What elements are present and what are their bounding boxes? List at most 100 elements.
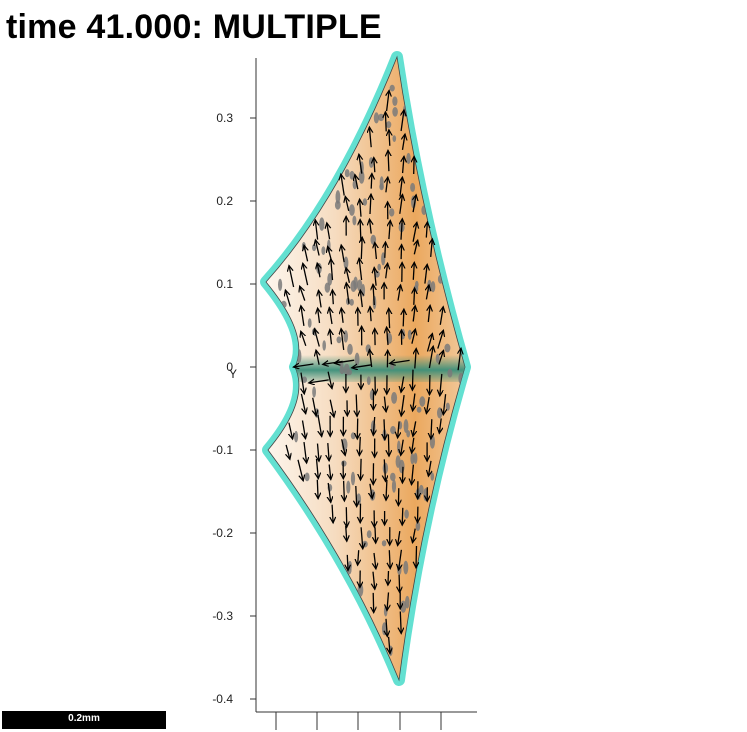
arrow-glyph — [426, 222, 427, 238]
cell-dot — [343, 256, 349, 270]
velocity-arrows — [285, 90, 461, 653]
arrow-glyph — [289, 266, 295, 288]
arrow-glyph — [332, 290, 333, 305]
arrow-glyph — [384, 419, 385, 440]
cell-dot — [312, 244, 317, 252]
arrow-glyph — [400, 611, 401, 634]
arrow-glyph — [440, 307, 443, 325]
arrow-glyph — [361, 527, 363, 549]
arrow-glyph — [318, 414, 322, 437]
arrow-glyph — [352, 365, 372, 368]
cell-dot — [398, 459, 405, 474]
cell-dot — [354, 352, 360, 366]
cell-dot — [349, 170, 355, 180]
arrow-glyph — [358, 550, 359, 565]
cell-dot — [406, 430, 411, 438]
cell-dot — [347, 343, 353, 355]
arrow-glyph — [301, 306, 304, 326]
arrow-glyph — [413, 393, 415, 411]
cell-dot — [392, 107, 398, 117]
cell-dot — [278, 278, 283, 291]
cell-dot — [416, 406, 422, 413]
arrow-glyph — [327, 223, 330, 240]
cell-dot — [392, 96, 398, 106]
cell-dot — [445, 402, 450, 411]
page-title: time 41.000: MULTIPLE — [6, 8, 382, 46]
arrow-glyph — [370, 483, 372, 499]
arrow-glyph — [439, 418, 441, 433]
arrow-glyph — [389, 130, 390, 146]
arrow-glyph — [384, 396, 386, 412]
arrow-glyph — [443, 394, 445, 415]
y-tick-label: -0.2 — [212, 526, 233, 540]
arrow-glyph — [297, 459, 303, 481]
cell-dot — [368, 157, 374, 168]
arrow-glyph — [426, 285, 429, 300]
arrow-glyph — [402, 507, 403, 525]
arrow-glyph — [300, 286, 306, 301]
arrow-glyph — [374, 552, 376, 569]
cell-dot — [400, 600, 407, 613]
arrow-glyph — [356, 394, 357, 417]
arrow-glyph — [386, 618, 387, 637]
arrow-glyph — [317, 458, 319, 479]
arrow-glyph — [385, 112, 386, 132]
arrow-glyph — [330, 399, 334, 417]
arrow-glyph — [415, 349, 416, 369]
cell-dot — [447, 368, 453, 378]
cell-dot — [391, 479, 397, 493]
arrow-glyph — [331, 259, 333, 281]
cell-dot — [403, 560, 409, 575]
arrow-glyph — [438, 350, 444, 365]
arrow-glyph — [286, 444, 290, 459]
cell-dot — [327, 273, 333, 286]
arrow-glyph — [387, 327, 388, 346]
arrow-glyph — [355, 175, 358, 190]
cell-dot — [430, 472, 435, 481]
cell-dot — [321, 246, 326, 256]
arrow-glyph — [346, 507, 347, 527]
arrow-glyph — [360, 290, 362, 308]
y-tick-label: 0.2 — [216, 194, 233, 208]
y-tick-label: 0.1 — [216, 277, 233, 291]
cell-dot — [352, 215, 357, 226]
arrow-glyph — [330, 330, 332, 345]
cell-dot — [358, 170, 365, 184]
cell-dot — [319, 217, 325, 231]
arrow-glyph — [389, 636, 390, 654]
arrow-glyph — [412, 369, 413, 391]
cell-dot — [406, 152, 411, 165]
cell-dot — [322, 340, 327, 351]
arrow-glyph — [303, 263, 309, 286]
arrow-glyph — [431, 239, 433, 257]
cell-dot — [343, 363, 350, 376]
arrow-glyph — [386, 479, 387, 500]
cell-dot — [389, 208, 395, 217]
arrow-glyph — [401, 219, 402, 240]
cell-dot — [362, 198, 368, 206]
arrow-glyph — [293, 364, 314, 367]
arrow-glyph — [318, 308, 320, 324]
arrow-glyph — [341, 174, 344, 196]
scale-bar-label: 0.2mm — [68, 713, 100, 724]
arrow-glyph — [285, 290, 291, 307]
x-axis-ticks — [275, 712, 442, 730]
arrow-glyph — [356, 485, 357, 507]
arrow-glyph — [413, 195, 416, 213]
cell-dot — [390, 472, 396, 482]
arrow-glyph — [431, 419, 432, 439]
arrow-glyph — [403, 134, 406, 151]
arrow-glyph — [328, 443, 329, 461]
cell-dot — [366, 376, 371, 385]
arrow-glyph — [301, 372, 304, 394]
arrow-glyph — [370, 219, 372, 234]
y-axis-ticks: 0.3 0.2 0.1 0 -0.1 -0.2 -0.3 -0.4 Y — [212, 111, 256, 706]
tissue-shape — [260, 51, 471, 686]
arrow-glyph — [414, 288, 415, 305]
y-axis-label: Y — [229, 367, 237, 381]
arrow-glyph — [389, 308, 390, 329]
cell-dot — [304, 472, 310, 482]
arrow-glyph — [315, 220, 317, 240]
arrow-glyph — [428, 346, 433, 369]
arrow-glyph — [289, 422, 293, 440]
